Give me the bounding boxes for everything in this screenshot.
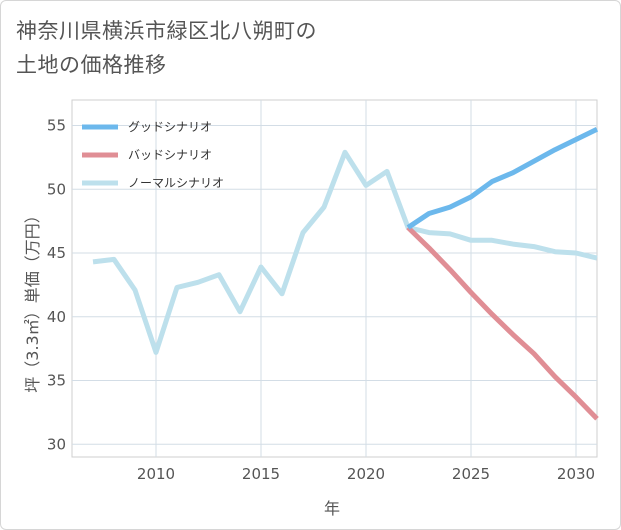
y-tick-label: 50 xyxy=(47,180,66,198)
y-tick-label: 40 xyxy=(47,308,66,326)
legend-label-normal: ノーマルシナリオ xyxy=(128,176,224,190)
y-tick-label: 35 xyxy=(47,372,66,390)
legend-label-good: グッドシナリオ xyxy=(128,120,212,134)
y-axis-label: 坪（3.3㎡）単価（万円） xyxy=(23,207,42,392)
axis-ticks: 2010 2015 2020 2025 2030 30 35 40 45 50 55 xyxy=(47,117,595,484)
grid xyxy=(72,100,597,457)
x-tick-label: 2020 xyxy=(347,465,385,483)
x-tick-label: 2030 xyxy=(557,465,595,483)
series-line-normal xyxy=(92,149,598,355)
plot-area xyxy=(71,99,598,458)
legend-label-bad: バッドシナリオ xyxy=(128,148,212,162)
series-line-bad xyxy=(406,225,599,421)
legend: グッドシナリオ バッドシナリオ ノーマルシナリオ xyxy=(82,120,224,190)
x-tick-label: 2010 xyxy=(137,465,175,483)
series-layer xyxy=(92,127,599,421)
y-tick-label: 30 xyxy=(47,435,66,453)
y-tick-label: 55 xyxy=(47,117,66,135)
title-line-2: 土地の価格推移 xyxy=(16,53,167,77)
page-title: 神奈川県横浜市緑区北八朔町の 土地の価格推移 xyxy=(16,14,606,82)
y-tick-label: 45 xyxy=(47,244,66,262)
x-axis-label: 年 xyxy=(324,499,340,518)
x-tick-label: 2025 xyxy=(452,465,490,483)
x-tick-label: 2015 xyxy=(242,465,280,483)
series-line-good xyxy=(406,127,599,230)
title-line-1: 神奈川県横浜市緑区北八朔町の xyxy=(16,19,317,43)
